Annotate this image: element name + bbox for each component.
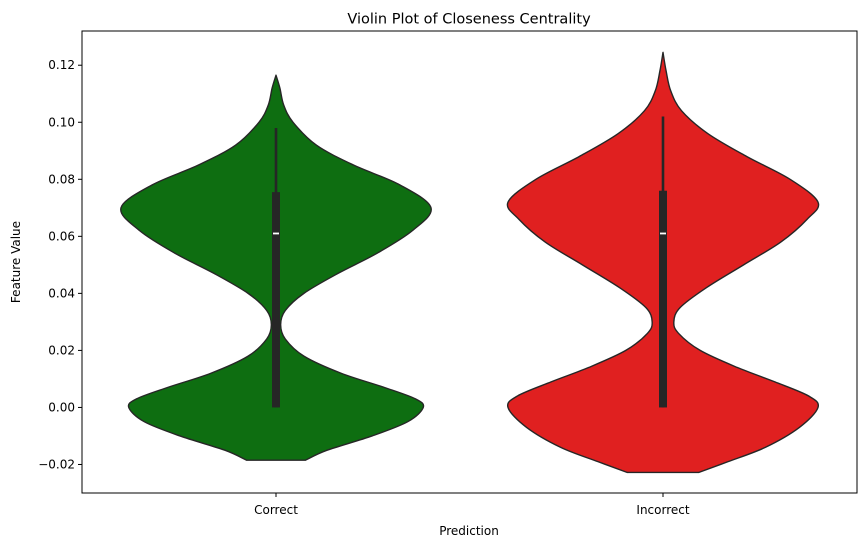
y-tick-label: 0.00 xyxy=(48,400,75,414)
y-axis-label: Feature Value xyxy=(9,221,23,303)
y-tick-label: 0.10 xyxy=(48,115,75,129)
iqr-box-incorrect xyxy=(659,190,667,408)
x-axis-label: Prediction xyxy=(439,524,499,538)
y-tick-label: −0.02 xyxy=(38,457,75,471)
chart-title: Violin Plot of Closeness Centrality xyxy=(347,12,591,28)
y-tick-label: 0.08 xyxy=(48,172,75,186)
y-tick-label: 0.06 xyxy=(48,229,75,243)
x-tick-label: Incorrect xyxy=(636,503,689,517)
plot-frame xyxy=(81,30,858,494)
iqr-box-correct xyxy=(272,192,280,408)
y-tick-label: 0.12 xyxy=(48,58,75,72)
boxes-layer xyxy=(272,116,667,408)
x-tick-label: Correct xyxy=(254,503,298,517)
y-tick-label: 0.04 xyxy=(48,286,75,300)
y-tick-label: 0.02 xyxy=(48,343,75,357)
axes-layer: −0.02 0.00 0.02 0.04 0.06 0.08 0.10 0.12 Correct… xyxy=(38,30,858,517)
